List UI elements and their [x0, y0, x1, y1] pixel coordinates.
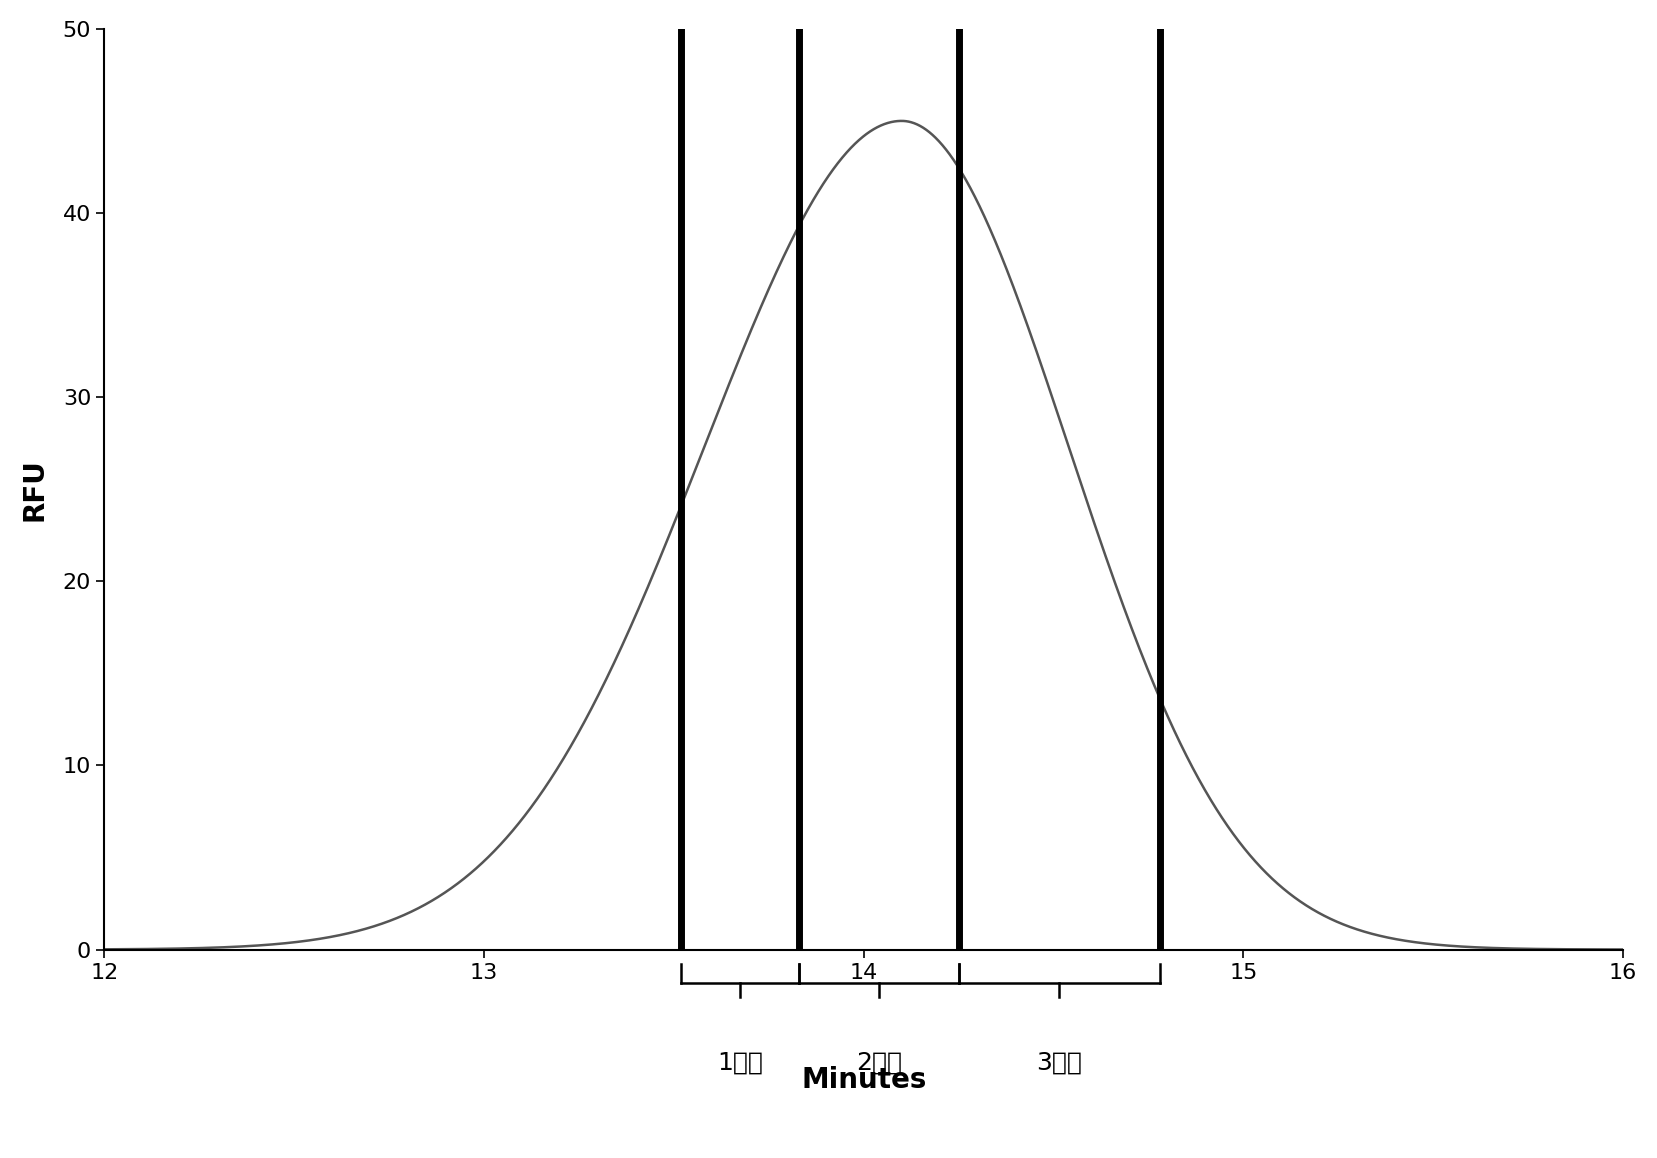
Text: 2号库: 2号库	[855, 1050, 901, 1075]
Y-axis label: RFU: RFU	[22, 457, 48, 521]
X-axis label: Minutes: Minutes	[800, 1067, 926, 1094]
Text: 3号库: 3号库	[1036, 1050, 1082, 1075]
Text: 1号库: 1号库	[717, 1050, 762, 1075]
